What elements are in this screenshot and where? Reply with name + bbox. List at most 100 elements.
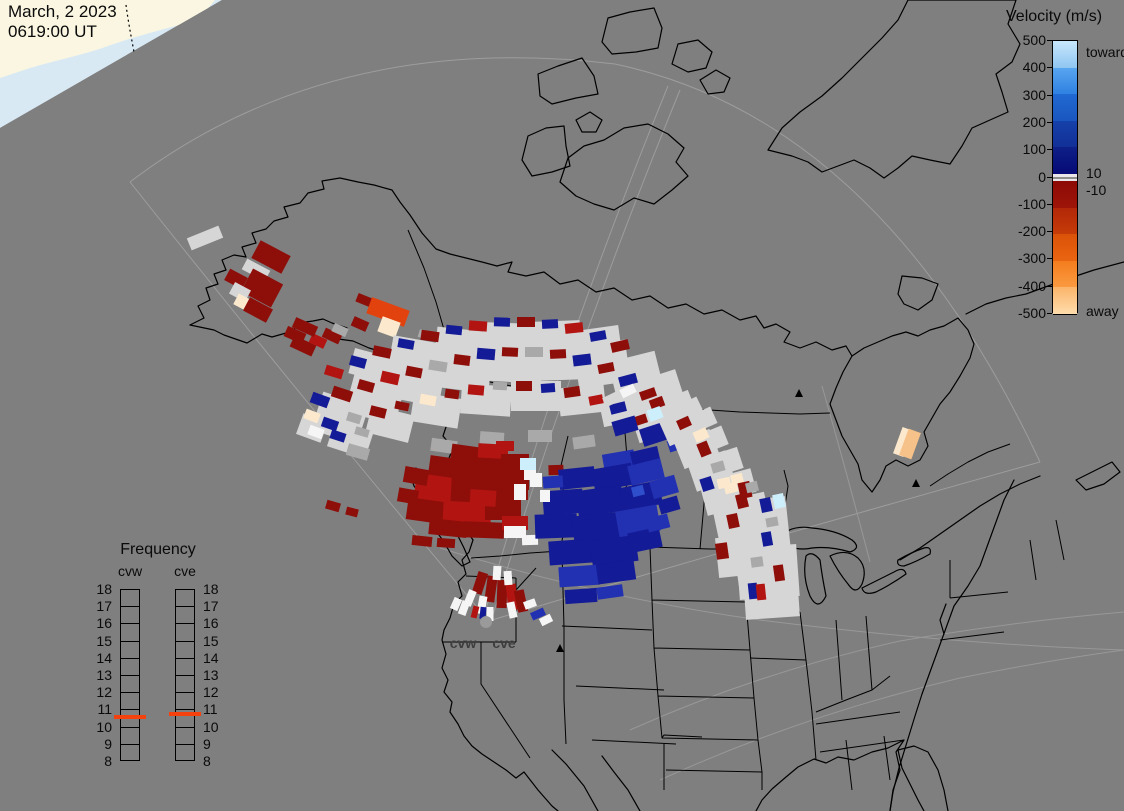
radar-cell bbox=[627, 526, 663, 554]
radar-cell bbox=[283, 325, 307, 345]
velocity-tickmark bbox=[1047, 149, 1052, 151]
velocity-tick--300: -300 bbox=[1017, 250, 1046, 267]
radar-cell bbox=[538, 613, 554, 627]
radar-site-marker bbox=[480, 616, 492, 628]
velocity-colorbar bbox=[1052, 40, 1078, 315]
frequency-bar-cvw bbox=[120, 589, 140, 761]
radar-cell bbox=[251, 240, 291, 274]
radar-cell bbox=[564, 587, 598, 605]
radar-cell bbox=[516, 381, 532, 391]
radar-cell bbox=[726, 513, 740, 529]
frequency-bar-tickline bbox=[176, 623, 194, 625]
frequency-tick-cve-18: 18 bbox=[203, 581, 219, 597]
radar-cell bbox=[744, 480, 760, 494]
velocity-tickmark bbox=[1047, 40, 1052, 41]
coastlines bbox=[189, 0, 1124, 811]
radar-cell bbox=[572, 434, 596, 450]
radar-cell bbox=[186, 225, 224, 251]
velocity-legend-title: Velocity (m/s) bbox=[1006, 8, 1103, 25]
velocity-segment bbox=[1053, 94, 1077, 122]
radar-cell bbox=[468, 320, 488, 332]
frequency-marker-cve bbox=[169, 711, 201, 716]
radar-cell bbox=[377, 316, 401, 338]
arctic-island-2 bbox=[601, 7, 663, 55]
radar-cell bbox=[558, 564, 600, 588]
radar-cell bbox=[696, 440, 712, 458]
radar-cell bbox=[496, 579, 508, 609]
frequency-legend-title: Frequency bbox=[120, 541, 196, 558]
radar-cell bbox=[402, 466, 430, 486]
frequency-tick-cvw-9: 9 bbox=[104, 735, 112, 752]
frequency-bar-tickline bbox=[176, 709, 194, 711]
radar-data-cells bbox=[186, 225, 921, 627]
florida bbox=[897, 745, 949, 811]
map-symbol-3 bbox=[912, 479, 920, 487]
radar-cell bbox=[710, 460, 726, 474]
frequency-bar-cve bbox=[175, 589, 195, 761]
velocity-tickmark bbox=[1047, 285, 1052, 287]
radar-cell bbox=[597, 362, 615, 374]
radar-cell bbox=[772, 493, 786, 509]
radar-cell bbox=[646, 405, 664, 423]
radar-cell bbox=[492, 565, 502, 581]
radar-cell bbox=[405, 365, 423, 379]
radar-cell bbox=[428, 518, 468, 538]
radar-cell bbox=[520, 458, 536, 470]
radar-cell bbox=[530, 473, 542, 487]
radar-cell bbox=[542, 488, 584, 516]
map-symbol-1 bbox=[556, 644, 564, 652]
frequency-tick-cvw-18: 18 bbox=[96, 581, 112, 597]
frequency-bar-tickline bbox=[121, 675, 139, 676]
radar-cell bbox=[467, 384, 485, 396]
radar-cell bbox=[240, 268, 284, 308]
radar-cell bbox=[323, 364, 345, 380]
radar-cell bbox=[729, 472, 745, 486]
frequency-tick-cve-14: 14 bbox=[203, 649, 219, 666]
frequency-tick-cve-8: 8 bbox=[203, 753, 211, 769]
radar-cell bbox=[504, 526, 526, 538]
frequency-tick-cvw-14: 14 bbox=[96, 649, 112, 666]
radar-cell bbox=[405, 497, 451, 525]
radar-cell bbox=[591, 462, 635, 492]
velocity-segment bbox=[1053, 147, 1077, 175]
radar-cell bbox=[469, 489, 497, 507]
radar-cell bbox=[329, 429, 347, 443]
velocity-tick-0: 0 bbox=[1038, 168, 1046, 185]
radar-cell bbox=[572, 353, 592, 367]
frequency-column-label-cvw: cvw bbox=[117, 563, 143, 579]
radar-cell bbox=[765, 516, 779, 528]
radar-cell bbox=[420, 329, 440, 343]
radar-cell bbox=[442, 500, 492, 528]
radar-cell bbox=[534, 513, 578, 539]
radar-cell bbox=[492, 381, 508, 391]
radar-cell bbox=[470, 605, 480, 619]
radar-cell bbox=[453, 354, 471, 366]
radar-cell bbox=[303, 408, 321, 424]
radar-cell bbox=[699, 475, 715, 493]
velocity-segment bbox=[1053, 260, 1077, 289]
radar-cell bbox=[760, 531, 774, 547]
baja-california bbox=[523, 749, 641, 811]
radar-cell bbox=[308, 333, 328, 349]
radar-cell bbox=[482, 322, 534, 350]
radar-cell bbox=[899, 428, 921, 460]
east-coast bbox=[889, 479, 1015, 811]
radar-cell bbox=[714, 542, 730, 560]
velocity-tickmark bbox=[1047, 67, 1052, 69]
radar-cell bbox=[575, 484, 625, 518]
chesapeake-bay bbox=[939, 603, 947, 635]
radar-cell bbox=[716, 476, 732, 490]
frequency-bar-tickline bbox=[176, 657, 194, 659]
velocity-tickmark bbox=[1047, 94, 1052, 96]
radar-cell bbox=[674, 396, 704, 422]
radar-cell bbox=[595, 559, 637, 585]
radar-cell bbox=[345, 506, 359, 518]
frequency-marker-cvw bbox=[114, 715, 146, 720]
frequency-tick-cvw-15: 15 bbox=[96, 632, 112, 649]
radar-cell bbox=[563, 385, 581, 399]
radar-cell bbox=[755, 583, 767, 601]
radar-cell bbox=[610, 339, 630, 353]
radar-cell bbox=[345, 443, 371, 461]
timestamp: March, 2 2023 0619:00 UT bbox=[8, 2, 117, 42]
